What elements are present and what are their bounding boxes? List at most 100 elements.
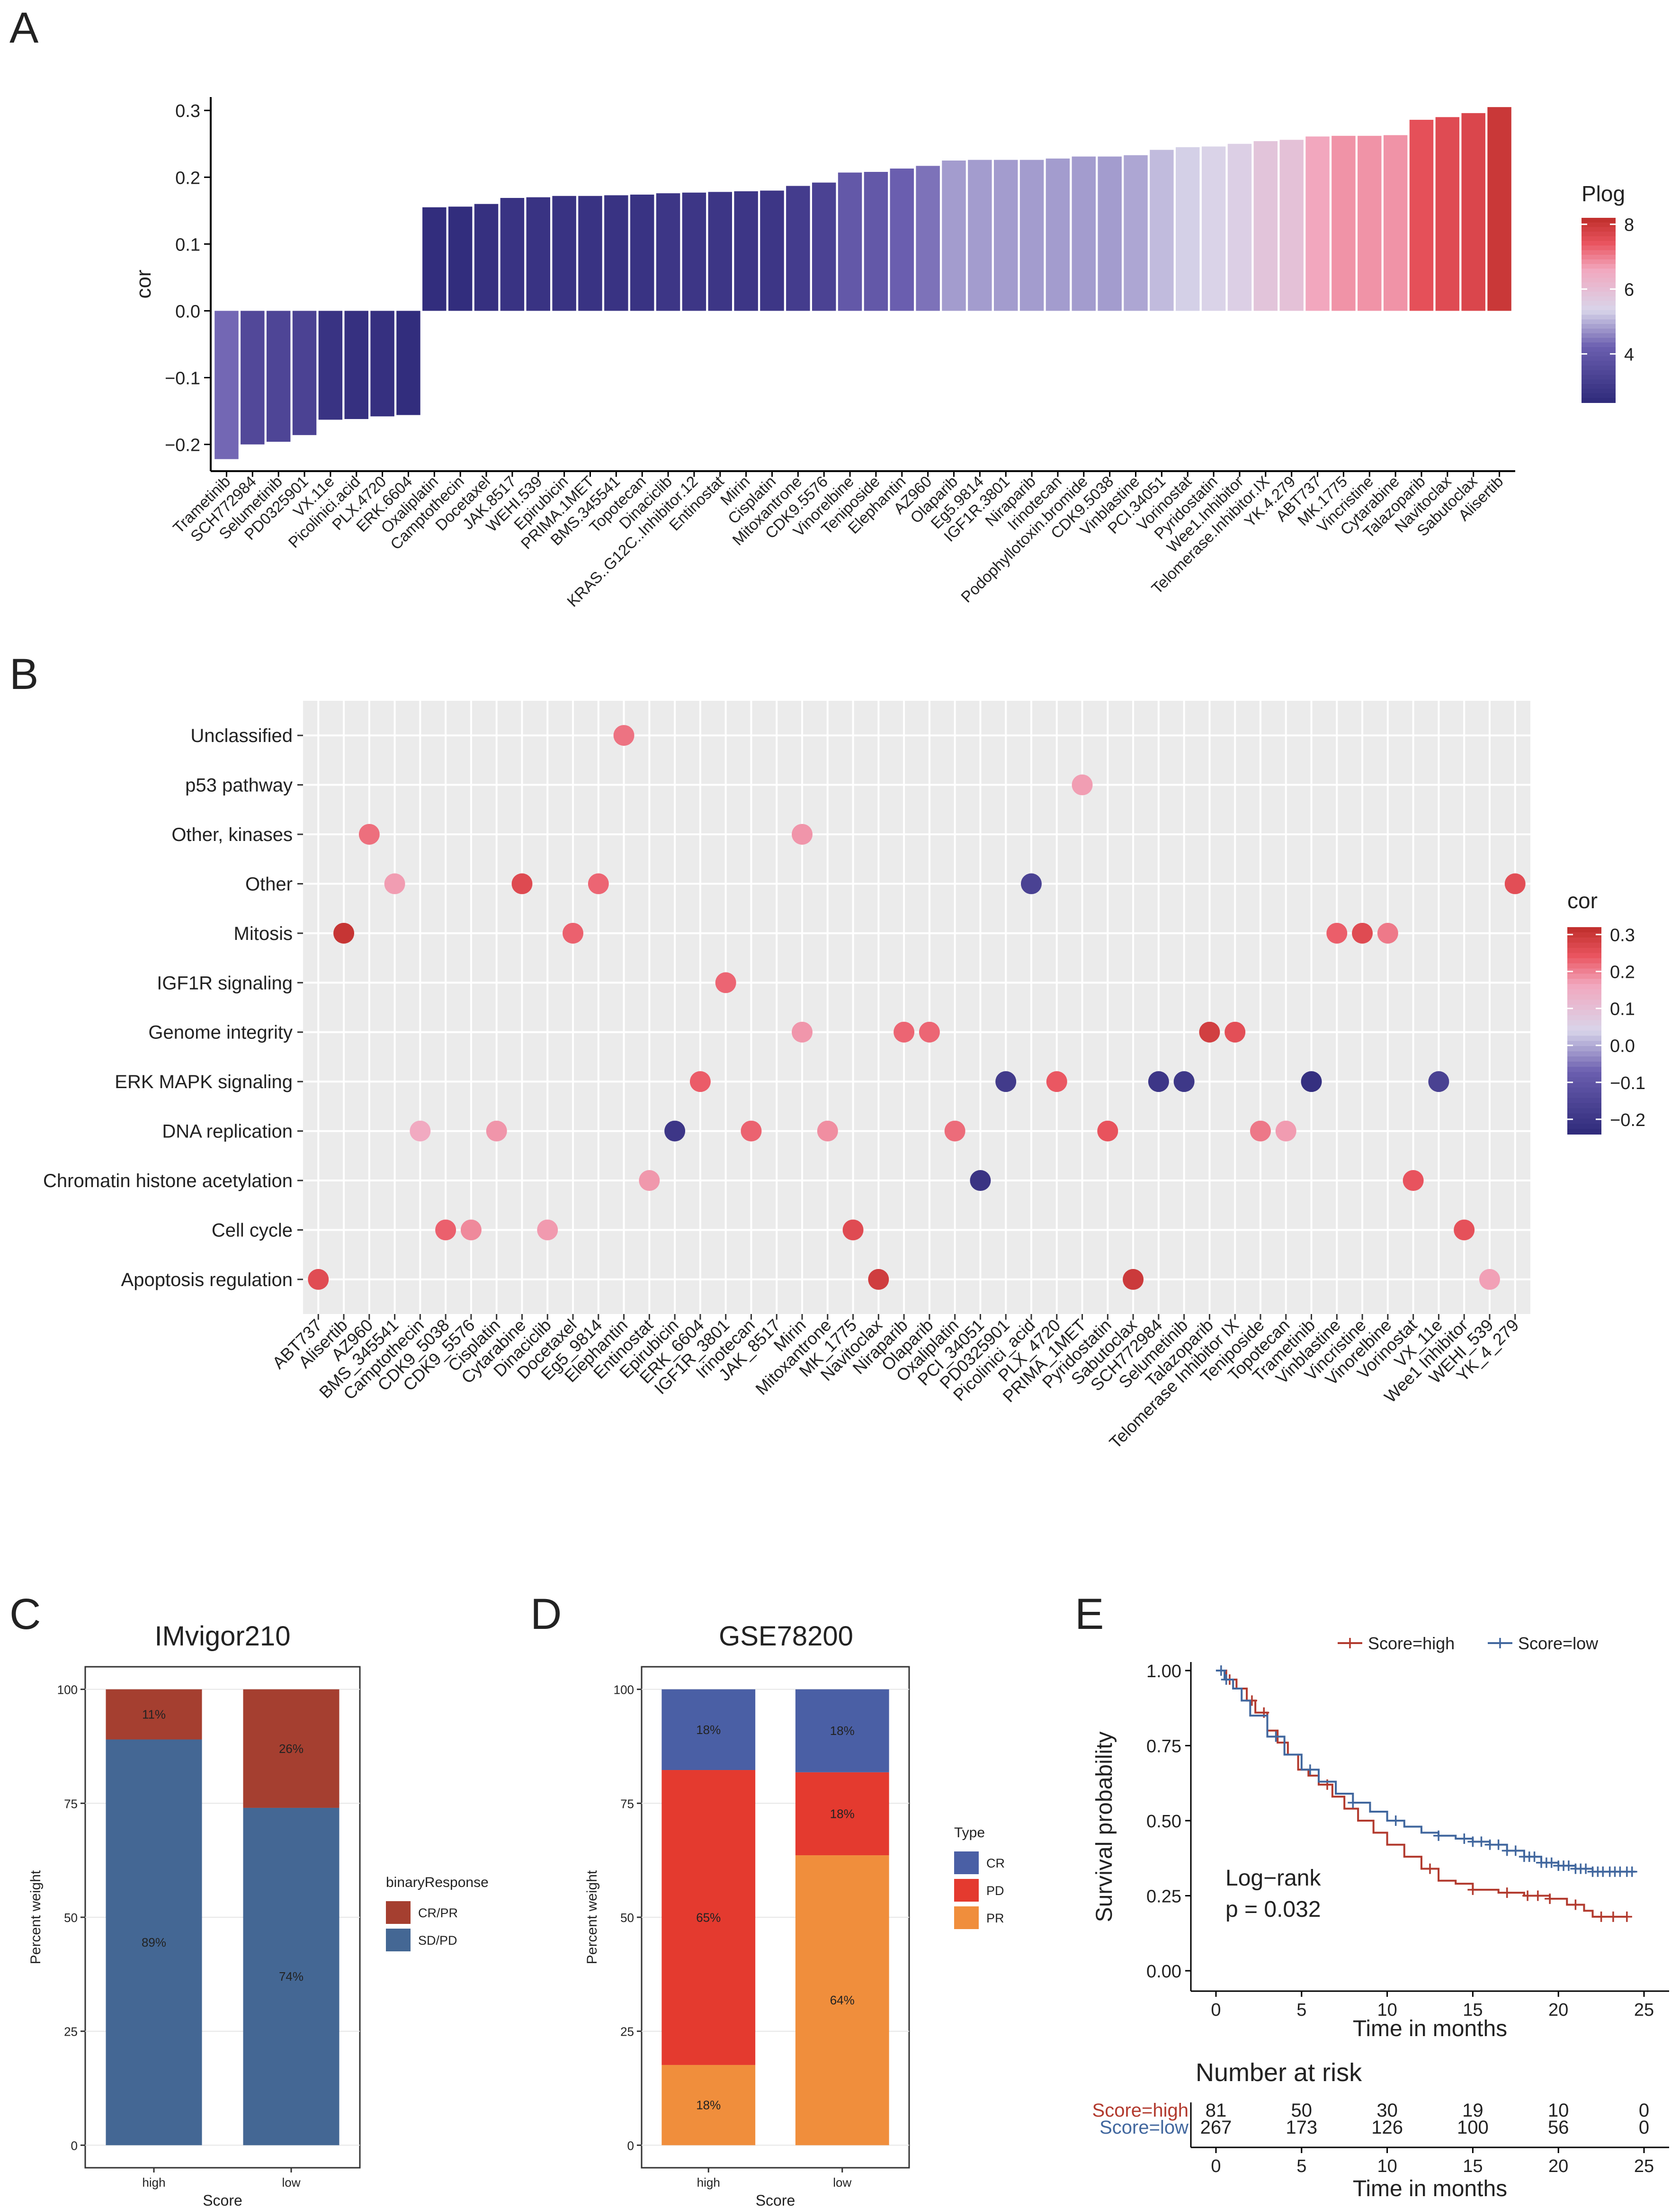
x-axis-title: Score [756, 2192, 795, 2208]
bar-Topotecan [630, 194, 654, 311]
point-Vorinostat [1403, 1170, 1424, 1191]
y-tick-label: Genome integrity [148, 1022, 293, 1043]
bar-SCH772984 [241, 311, 265, 445]
legend-swatch [1582, 366, 1616, 371]
risk-x-tick-label: 0 [1211, 2156, 1221, 2176]
legend-swatch [1582, 379, 1616, 384]
point-Epirubicin [664, 1120, 686, 1142]
legend-swatch [1567, 1098, 1601, 1104]
censor-mark [1563, 1860, 1574, 1871]
legend-tick-label: 8 [1624, 215, 1634, 235]
y-axis-title: cor [132, 269, 155, 298]
point-Dinaciclib [537, 1219, 558, 1241]
point-ABT737 [308, 1269, 329, 1290]
bar-Cytarabine [1383, 135, 1408, 311]
point-Mirin [792, 1021, 813, 1043]
y-tick-label: 0 [71, 2138, 78, 2153]
risk-value: 173 [1286, 2117, 1317, 2138]
data-label: 65% [696, 1910, 721, 1924]
legend-swatch [1582, 393, 1616, 399]
legend-swatch [1567, 1051, 1601, 1057]
legend-swatch [954, 1851, 979, 1874]
y-tick-label: p53 pathway [185, 775, 293, 796]
data-label: 18% [830, 1806, 855, 1821]
risk-value: 81 [1206, 2100, 1227, 2121]
y-tick-label: Unclassified [190, 725, 293, 746]
legend-swatch [386, 1929, 411, 1951]
bar-Dinaciclib [656, 193, 680, 311]
y-axis-title: Percent weight [28, 1870, 44, 1964]
legend-tick-label: −0.1 [1610, 1073, 1645, 1093]
legend-label: PD [986, 1884, 1004, 1898]
legend-swatch [1567, 984, 1601, 990]
point-Teniposide [1250, 1120, 1271, 1142]
bar-KRAS..G12C..Inhibitor.12 [682, 192, 706, 311]
bar-low-CR [795, 1689, 889, 1772]
y-tick-label: DNA replication [162, 1121, 293, 1142]
risk-value: 126 [1371, 2117, 1403, 2138]
legend-swatch [1567, 953, 1601, 959]
legend-swatch [1582, 218, 1616, 223]
y-tick-label: 100 [614, 1683, 634, 1697]
legend-swatch [1582, 236, 1616, 241]
bar-high-CR/PR [106, 1689, 202, 1740]
legend-swatch [1582, 329, 1616, 334]
legend-swatch [1567, 968, 1601, 974]
y-tick-label: 50 [620, 1911, 634, 1925]
plot-background [303, 701, 1530, 1314]
bar-high-CR [661, 1689, 756, 1770]
point-CDK9_5576 [460, 1219, 482, 1241]
bar-ERK.6604 [396, 311, 420, 415]
point-Camptothecin [410, 1120, 431, 1142]
censor-mark [1433, 1830, 1444, 1841]
bar-low-SD/PD [243, 1807, 340, 2145]
y-tick-label: −0.2 [165, 436, 200, 456]
point-Vinblastine [1326, 922, 1348, 944]
legend-swatch [1567, 994, 1601, 1000]
bar-Vincristine [1358, 135, 1382, 311]
legend-swatch [1582, 333, 1616, 339]
x-tick-label: 15 [1463, 2000, 1483, 2020]
x-tick-label: high [697, 2175, 720, 2190]
censor-mark [1608, 1911, 1618, 1922]
y-tick-label: 25 [620, 2025, 634, 2039]
y-tick-label: 0.25 [1146, 1887, 1181, 1907]
bar-Entinostat [708, 192, 733, 311]
bar-Eg5.9814 [968, 160, 992, 311]
point-Telomerase Inhibitor IX [1224, 1021, 1246, 1043]
bar-Mirin [734, 191, 758, 311]
legend-swatch [1567, 1020, 1601, 1026]
point-Eg5_9814 [588, 873, 609, 894]
censor-mark [1476, 1836, 1487, 1847]
panel-label: D [530, 1590, 562, 1638]
y-tick-label: 100 [57, 1683, 78, 1697]
legend-label: SD/PD [418, 1933, 457, 1948]
point-WEHI_539 [1479, 1269, 1500, 1290]
legend-tick-label: 6 [1624, 280, 1634, 300]
legend-swatch [1582, 319, 1616, 325]
point-Cytarabine [511, 873, 533, 894]
legend-swatch [1582, 398, 1616, 403]
bar-Irinotecan [1046, 158, 1070, 311]
point-CDK9_5038 [435, 1219, 456, 1241]
bar-Teniposide [864, 172, 888, 311]
legend-label: Score=high [1368, 1634, 1455, 1653]
y-tick-label: 0 [627, 2138, 634, 2153]
point-Mitoxantrone [817, 1120, 838, 1142]
point-Alisertib [333, 922, 355, 944]
y-tick-label: 0.0 [175, 302, 200, 322]
bar-PD0325901 [292, 311, 317, 435]
censor-mark [1626, 1866, 1637, 1877]
legend-swatch [1582, 342, 1616, 348]
chart-title: GSE78200 [719, 1621, 853, 1652]
legend-swatch [386, 1901, 411, 1924]
bar-low-CR/PR [243, 1689, 340, 1808]
legend-swatch [1582, 273, 1616, 278]
panel-d: GSE78200 0 25 50 75 100 18% 65% 18% high 64% 18% 18%… [584, 1621, 1005, 2208]
bar-Selumetinib [266, 311, 291, 442]
legend-swatch [1567, 1108, 1601, 1114]
legend-swatch [1582, 282, 1616, 288]
legend-title: Plog [1582, 181, 1625, 206]
legend-swatch [1567, 1062, 1601, 1067]
y-tick-label: Apoptosis regulation [121, 1269, 293, 1290]
